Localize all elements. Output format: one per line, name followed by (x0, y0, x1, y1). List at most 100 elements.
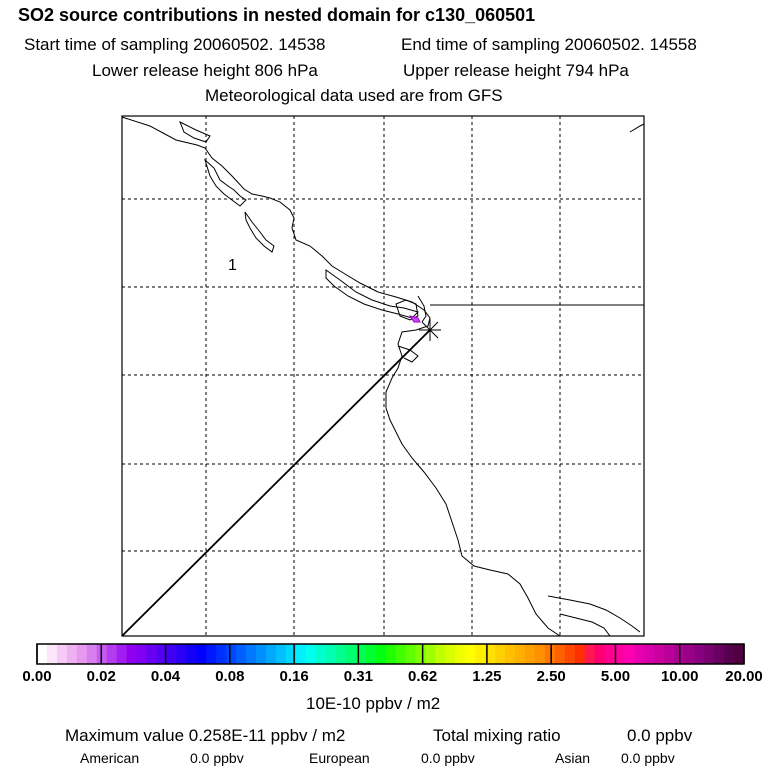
colorbar-segment (355, 644, 367, 664)
colorbar-segment (325, 644, 337, 664)
colorbar-segment (654, 644, 665, 664)
american-label: American (80, 750, 140, 766)
coast-south-island-2 (559, 613, 611, 637)
so2-concentration-patch (408, 315, 421, 323)
colorbar-segment (664, 644, 675, 664)
colorbar-segment (146, 644, 157, 664)
colorbar-segment (37, 644, 48, 664)
colorbar-segment (186, 644, 197, 664)
coast-island-3 (179, 120, 211, 143)
coast-ne-corner (629, 123, 645, 133)
colorbar-segment (724, 644, 735, 664)
colorbar-segment (285, 644, 297, 664)
colorbar-segment (604, 644, 616, 664)
receptor-star-ray-4 (421, 321, 439, 339)
colorbar-tick-label: 10.00 (660, 668, 699, 685)
colorbar-tick-label: 2.50 (536, 668, 566, 685)
colorbar-segment (315, 644, 327, 664)
colorbar-segment (365, 644, 377, 664)
colorbar-segment (644, 644, 655, 664)
source-region-label: 1 (228, 257, 237, 274)
colorbar-segment (584, 644, 596, 664)
colorbar-segment (126, 644, 138, 664)
colorbar-segment (704, 644, 715, 664)
colorbar-segment (524, 644, 536, 664)
maximum-value-text: Maximum value 0.258E-11 ppbv / m2 (65, 726, 346, 745)
colorbar-segment (86, 644, 98, 664)
colorbar-segment (734, 644, 745, 664)
colorbar-segment (714, 644, 725, 664)
coast-inner-bay (395, 299, 419, 321)
colorbar-segment (445, 644, 456, 664)
colorbar-segment (475, 644, 486, 664)
colorbar-unit-label: 10E-10 ppbv / m2 (306, 694, 441, 713)
colorbar-segment (216, 644, 227, 664)
coastline-main (121, 116, 561, 637)
asian-value: 0.0 ppbv (621, 750, 675, 766)
trajectory-line (121, 329, 431, 637)
colorbar-segment (375, 644, 387, 664)
colorbar-segment (335, 644, 347, 664)
colorbar-segment (275, 644, 287, 664)
colorbar-segment (256, 644, 267, 664)
colorbar-segment (236, 644, 247, 664)
total-mixing-label: Total mixing ratio (433, 726, 561, 745)
colorbar-segment (455, 644, 466, 664)
colorbar-segment (46, 644, 58, 664)
colorbar-segment (206, 644, 217, 664)
colorbar-tick-label: 0.16 (279, 668, 309, 685)
colorbar-segment (395, 644, 406, 664)
colorbar-segment (594, 644, 606, 664)
map-frame (121, 115, 645, 637)
colorbar-tick-label: 0.00 (22, 668, 52, 685)
colorbar-segment (385, 644, 396, 664)
trajectory-layer (121, 304, 644, 637)
colorbar-tick-label: 5.00 (600, 668, 631, 685)
coast-arm (417, 295, 427, 323)
american-value: 0.0 ppbv (190, 750, 244, 766)
lower-release-height-text: Lower release height 806 hPa (92, 61, 318, 80)
chart-title: SO2 source contributions in nested domai… (18, 5, 536, 25)
coast-south-island (547, 595, 641, 633)
colorbar-segment (246, 644, 257, 664)
colorbar-tick-label: 0.31 (343, 668, 373, 685)
upper-release-height-text: Upper release height 794 hPa (403, 61, 629, 80)
colorbar-segment (684, 644, 695, 664)
colorbar-segment (345, 644, 357, 664)
colorbar-segment (514, 644, 526, 664)
colorbar-segment (425, 644, 436, 664)
colorbar-segment (405, 644, 416, 664)
colorbar-segment (66, 644, 78, 664)
colorbar (36, 643, 745, 665)
colorbar-segment (694, 644, 705, 664)
colorbar-segment (505, 644, 516, 664)
coast-spit (397, 345, 419, 363)
colorbar-segment (634, 644, 645, 664)
colorbar-segment (544, 644, 556, 664)
colorbar-tick-label: 0.62 (408, 668, 438, 685)
colorbar-segment (76, 644, 88, 664)
colorbar-segment (136, 644, 148, 664)
colorbar-segment (226, 644, 237, 664)
colorbar-segment (574, 644, 586, 664)
colorbar-tick-label: 0.04 (150, 668, 181, 685)
coast-island-1 (203, 158, 247, 207)
european-label: European (309, 750, 370, 766)
colorbar-segment (614, 644, 626, 664)
coast-island-2 (244, 211, 275, 253)
colorbar-segment (534, 644, 546, 664)
colorbar-segment (495, 644, 506, 664)
colorbar-segment (106, 644, 118, 664)
colorbar-segment (415, 644, 426, 664)
colorbar-segment (564, 644, 576, 664)
start-sampling-text: Start time of sampling 20060502. 14538 (24, 35, 326, 54)
colorbar-segment (295, 644, 307, 664)
colorbar-segment (266, 644, 277, 664)
colorbar-segment (116, 644, 128, 664)
colorbar-segment (166, 644, 177, 664)
colorbar-segment (196, 644, 207, 664)
coast-inlet (325, 269, 419, 319)
colorbar-segment (176, 644, 187, 664)
colorbar-segment (435, 644, 446, 664)
